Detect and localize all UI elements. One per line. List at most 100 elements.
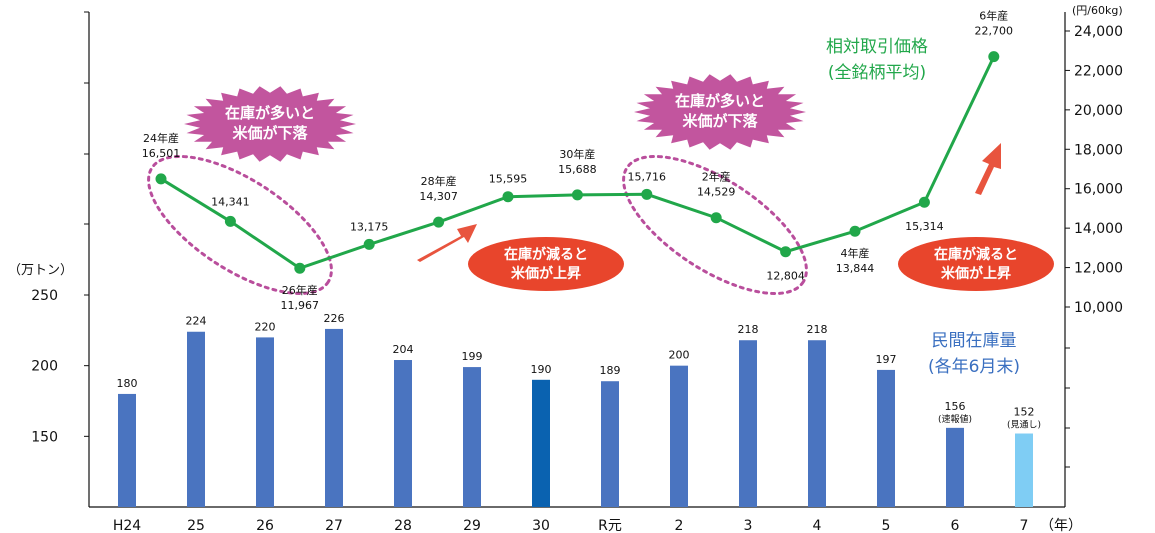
price-points (155, 51, 1000, 274)
x-tick-label: 25 (187, 518, 205, 533)
x-tick-label: 26 (256, 518, 274, 533)
x-tick-label: 5 (882, 518, 891, 533)
bar-value-label: 189 (600, 364, 621, 377)
oval-callout-2-line-1: 在庫が減ると (934, 246, 1018, 263)
bar-value-label: 204 (393, 343, 414, 356)
bar (877, 369, 895, 507)
price-point-label: 28年産 (421, 174, 457, 188)
oval-callout-2: 在庫が減ると 米価が上昇 (898, 237, 1054, 291)
bar-value-label: 226 (324, 312, 345, 325)
left-tick-label: 250 (31, 288, 58, 304)
bar (256, 337, 274, 507)
right-tick-label: 10,000 (1074, 300, 1123, 316)
price-point-label: 12,804 (766, 270, 805, 283)
dashed-ellipse-2 (622, 154, 808, 296)
x-tick-label: 6 (951, 518, 960, 533)
left-tick-label: 150 (31, 429, 58, 445)
right-tick-label: 20,000 (1074, 103, 1123, 119)
right-axis-ticks: 24,000 22,000 20,000 18,000 16,000 14,000 12,0… (1065, 24, 1123, 468)
bar-value-label: 224 (186, 315, 207, 328)
left-tick-label: 200 (31, 359, 58, 375)
bar (532, 379, 550, 507)
x-tick-label: 4 (813, 518, 822, 533)
price-labels: 24年産 16,501 14,341 26年産 11,967 13,175 28年産 14,3… (142, 9, 1013, 313)
x-axis-unit: （年） (1040, 518, 1082, 533)
right-tick-label: 12,000 (1074, 261, 1123, 277)
bar-value-label: 220 (255, 320, 276, 333)
bar-note-label: (見通し) (1007, 420, 1041, 431)
x-tick-label: H24 (113, 518, 141, 533)
up-arrow-1 (417, 224, 477, 262)
bar (394, 360, 412, 507)
price-point-label: 4年産 (841, 246, 870, 260)
burst-callout-1: 在庫が多いと 米価が下落 (184, 86, 356, 162)
bar-value-label: 180 (117, 377, 138, 390)
bar-value-label: 218 (807, 323, 828, 336)
bar (808, 340, 826, 507)
right-tick-label: 18,000 (1074, 142, 1123, 158)
x-tick-label: 3 (744, 518, 753, 533)
price-point-label: 13,175 (350, 220, 389, 233)
line-legend-title: 相対取引価格 (826, 37, 928, 57)
burst-callout-2-line-1: 在庫が多いと (675, 92, 765, 110)
right-tick-label: 16,000 (1074, 182, 1123, 198)
price-point-label: 24年産 (143, 131, 179, 145)
right-axis-label: (円/60kg) (1072, 4, 1123, 17)
bar-legend-subtitle: (各年6月末) (928, 357, 1020, 377)
bar (325, 328, 343, 507)
burst-callout-1-line-2: 米価が下落 (232, 124, 308, 142)
price-point-label: 14,529 (697, 186, 736, 199)
bar (463, 367, 481, 507)
burst-callout-2: 在庫が多いと 米価が下落 (634, 74, 806, 150)
bar (601, 381, 619, 507)
bar-value-label: 156 (945, 400, 966, 413)
price-point (294, 262, 306, 274)
x-tick-labels: H24 25 26 27 28 29 30 R元 2 3 4 5 6 7 (113, 518, 1029, 533)
x-tick-label: 29 (463, 518, 481, 533)
oval-callout-2-line-2: 米価が上昇 (941, 265, 1011, 282)
bar-value-label: 200 (669, 349, 690, 362)
price-point (780, 246, 792, 258)
x-tick-label: 30 (532, 518, 550, 533)
bar-legend-title: 民間在庫量 (932, 331, 1017, 351)
price-point-label: 2年産 (702, 170, 731, 184)
price-point-label: 15,314 (905, 220, 944, 233)
price-point-label: 6年産 (979, 9, 1008, 23)
oval-callout-1-line-2: 米価が上昇 (511, 265, 581, 282)
price-point (641, 188, 653, 200)
oval-callout-1-line-1: 在庫が減ると (504, 246, 588, 263)
price-point-label: 15,716 (628, 170, 667, 183)
bar-value-label: 152 (1014, 406, 1035, 419)
right-tick-label: 22,000 (1074, 63, 1123, 79)
price-point (433, 216, 445, 228)
x-tick-label: 27 (325, 518, 343, 533)
price-point-label: 11,967 (281, 299, 320, 312)
price-point (155, 173, 167, 185)
bar (946, 427, 964, 507)
oval-callout-1: 在庫が減ると 米価が上昇 (468, 237, 624, 291)
price-point-label: 26年産 (282, 283, 318, 297)
up-arrow-2 (975, 143, 1001, 195)
price-point (502, 191, 514, 203)
price-point (918, 196, 930, 208)
bar (187, 331, 205, 507)
bar (1015, 433, 1033, 507)
x-tick-label: 7 (1020, 518, 1029, 533)
price-point (224, 215, 236, 227)
bar-value-label: 199 (462, 350, 483, 363)
price-point-label: 30年産 (559, 147, 595, 161)
price-point-label: 14,341 (211, 195, 250, 208)
bar-value-label: 197 (876, 353, 897, 366)
right-tick-label: 14,000 (1074, 221, 1123, 237)
price-point-label: 14,307 (419, 190, 458, 203)
x-tick-label: 28 (394, 518, 412, 533)
burst-callout-1-line-1: 在庫が多いと (225, 104, 315, 122)
price-point (363, 238, 375, 250)
burst-callout-2-line-2: 米価が下落 (682, 112, 758, 130)
bar (118, 393, 136, 507)
dashed-ellipse-1 (147, 154, 333, 296)
right-tick-label: 24,000 (1074, 24, 1123, 40)
price-point-label: 16,501 (142, 147, 181, 160)
